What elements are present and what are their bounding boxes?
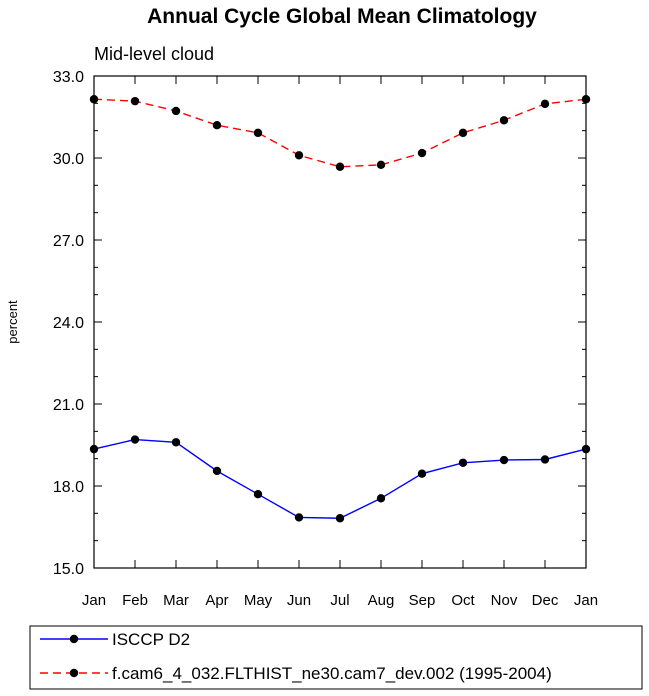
- y-tick-label: 33.0: [53, 69, 84, 86]
- x-tick-label: Jun: [287, 592, 311, 609]
- y-tick-label: 24.0: [53, 315, 84, 332]
- x-tick-label: Apr: [205, 592, 228, 609]
- x-tick-label: Sep: [409, 592, 436, 609]
- x-tick-label: Jan: [82, 592, 106, 609]
- y-tick-label: 15.0: [53, 561, 84, 578]
- series-1-point: [130, 96, 140, 106]
- series-0-point: [376, 494, 386, 503]
- series-0-point: [294, 513, 304, 522]
- x-tick-label: Mar: [163, 592, 189, 609]
- legend-swatch-marker: [69, 668, 79, 678]
- plot-frame: [93, 75, 587, 569]
- series-line-1: [93, 98, 587, 168]
- x-tick-label: Dec: [532, 592, 559, 609]
- x-tick-label: Oct: [451, 592, 475, 609]
- chart-subtitle: Mid-level cloud: [94, 44, 214, 64]
- series-0-point: [130, 435, 140, 444]
- series-0-point: [540, 455, 550, 464]
- legend-label: f.cam6_4_032.FLTHIST_ne30.cam7_dev.002 (…: [112, 664, 552, 683]
- y-tick-label: 21.0: [53, 397, 84, 414]
- series-1-point: [89, 95, 99, 104]
- series-1-point: [417, 148, 427, 158]
- series-1-point: [171, 106, 181, 116]
- axes-layer: 15.0 18.0 21.0 24.0 27.0 30.0 33.0 Jan Feb Mar Apr…: [53, 69, 598, 609]
- y-tick-label: 30.0: [53, 151, 84, 168]
- legend-box: [29, 625, 643, 690]
- series-1-point: [212, 121, 222, 130]
- legend-label: ISCCP D2: [112, 630, 190, 649]
- series-0-point: [417, 469, 427, 478]
- series-1-point: [253, 128, 263, 138]
- series-line-0: [93, 438, 587, 519]
- series-1-point: [581, 95, 591, 104]
- legend: ISCCP D2 f.cam6_4_032.FLTHIST_ne30.cam7_d…: [29, 625, 643, 690]
- series-0-point: [581, 444, 591, 454]
- x-tick-label: May: [244, 592, 273, 609]
- x-tick-label: Nov: [491, 592, 518, 609]
- series-0-point: [253, 490, 263, 499]
- series-0-point: [458, 458, 468, 467]
- series-0-point: [499, 455, 509, 465]
- y-axis-label: percent: [5, 300, 20, 344]
- y-tick-label: 18.0: [53, 479, 84, 496]
- x-tick-label: Feb: [122, 592, 148, 609]
- x-tick-label: Jul: [330, 592, 349, 609]
- legend-swatch-marker: [69, 634, 79, 644]
- series-1-point: [294, 151, 304, 160]
- series-1-point: [376, 160, 386, 170]
- series-0-point: [171, 438, 181, 447]
- series-1-point: [499, 116, 509, 125]
- chart-title: Annual Cycle Global Mean Climatology: [147, 5, 537, 28]
- y-tick-label: 27.0: [53, 233, 84, 250]
- series-0-point: [89, 444, 99, 454]
- x-tick-label: Aug: [368, 592, 395, 609]
- series-0-point: [212, 466, 222, 476]
- series-0-point: [335, 514, 345, 523]
- x-tick-label: Jan: [574, 592, 598, 609]
- series-1-point: [335, 162, 345, 171]
- series-layer: [89, 95, 591, 523]
- series-1-point: [458, 128, 468, 138]
- series-1-point: [540, 99, 550, 109]
